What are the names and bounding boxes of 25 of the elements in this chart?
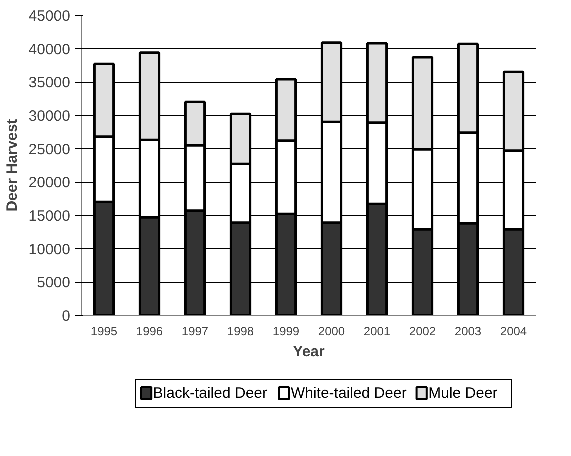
x-tick-label: 1998 xyxy=(227,324,254,338)
y-tick-label: 20000 xyxy=(28,174,71,192)
y-tick-label: 15000 xyxy=(28,208,71,225)
legend-label: White-tailed Deer xyxy=(290,385,407,402)
y-axis-title: Deer Harvest xyxy=(4,119,21,212)
y-tick-label: 25000 xyxy=(28,141,71,158)
y-tick-label: 30000 xyxy=(28,108,71,125)
x-tick-label: 2001 xyxy=(364,324,391,338)
legend-label: Mule Deer xyxy=(428,385,498,402)
x-tick-label: 2000 xyxy=(318,324,346,338)
y-tick-label: 45000 xyxy=(28,8,71,25)
y-tick-label: 0 xyxy=(62,308,70,325)
x-tick-label: 2002 xyxy=(409,324,436,338)
x-tick-label: 2003 xyxy=(454,324,482,338)
x-tick-label: 1997 xyxy=(182,324,209,338)
x-axis-title: Year xyxy=(293,344,326,360)
x-tick-label: 1996 xyxy=(136,324,164,338)
x-tick-label: 2004 xyxy=(500,324,528,338)
y-tick-label: 40000 xyxy=(28,41,71,58)
y-tick-label: 35000 xyxy=(28,74,71,92)
legend-label: Black-tailed Deer xyxy=(153,385,268,402)
y-tick-label: 5000 xyxy=(37,274,71,292)
x-tick-label: 1995 xyxy=(90,324,118,338)
x-tick-label: 1999 xyxy=(272,324,300,338)
y-tick-label: 10000 xyxy=(28,241,71,258)
